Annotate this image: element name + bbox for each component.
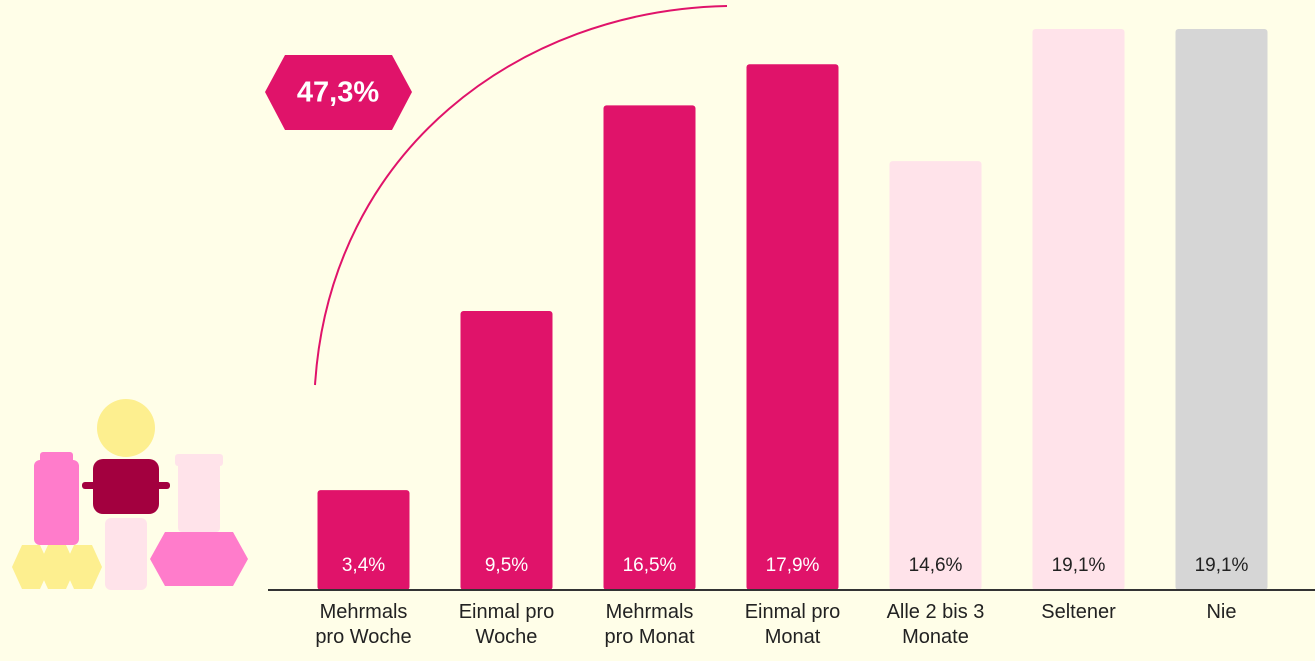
annotation-text: 47,3% bbox=[297, 77, 379, 109]
x-tick-label: Seltener bbox=[1041, 601, 1116, 623]
x-tick-label: Alle 2 bis 3 Monate bbox=[886, 601, 985, 648]
value-label: 17,9% bbox=[766, 555, 820, 576]
x-tick-label: Einmal pro Woche bbox=[458, 601, 555, 648]
bar bbox=[460, 310, 553, 590]
category-text: Alle 2 bis 3 Monate bbox=[886, 601, 985, 648]
category-text: Mehrmals pro Monat bbox=[604, 601, 695, 648]
category-text: Einmal pro Woche bbox=[458, 601, 555, 648]
value-label: 9,5% bbox=[485, 555, 528, 576]
annotation-badge bbox=[265, 55, 412, 130]
x-tick-label: Nie bbox=[1206, 601, 1237, 623]
value-label: 16,5% bbox=[623, 555, 677, 576]
decoration bbox=[12, 399, 248, 590]
category-text: Mehrmals pro Woche bbox=[315, 601, 412, 648]
category-text: Einmal pro Monat bbox=[744, 601, 841, 648]
value-label: 19,1% bbox=[1052, 555, 1106, 576]
annotation-arc bbox=[314, 5, 728, 386]
value-label: 19,1% bbox=[1195, 555, 1249, 576]
x-tick-label: Mehrmals pro Woche bbox=[315, 601, 412, 648]
bar bbox=[746, 64, 839, 590]
bar bbox=[1175, 29, 1268, 590]
bar bbox=[603, 105, 696, 591]
bar bbox=[1032, 29, 1125, 590]
x-tick-label: Einmal pro Monat bbox=[744, 601, 841, 648]
bar bbox=[889, 161, 982, 590]
category-text: Seltener bbox=[1041, 601, 1116, 623]
x-tick-label: Mehrmals pro Monat bbox=[604, 601, 695, 648]
category-text: Nie bbox=[1206, 601, 1237, 623]
value-label: 3,4% bbox=[342, 555, 385, 576]
value-label: 14,6% bbox=[909, 555, 963, 576]
bar bbox=[317, 490, 410, 590]
